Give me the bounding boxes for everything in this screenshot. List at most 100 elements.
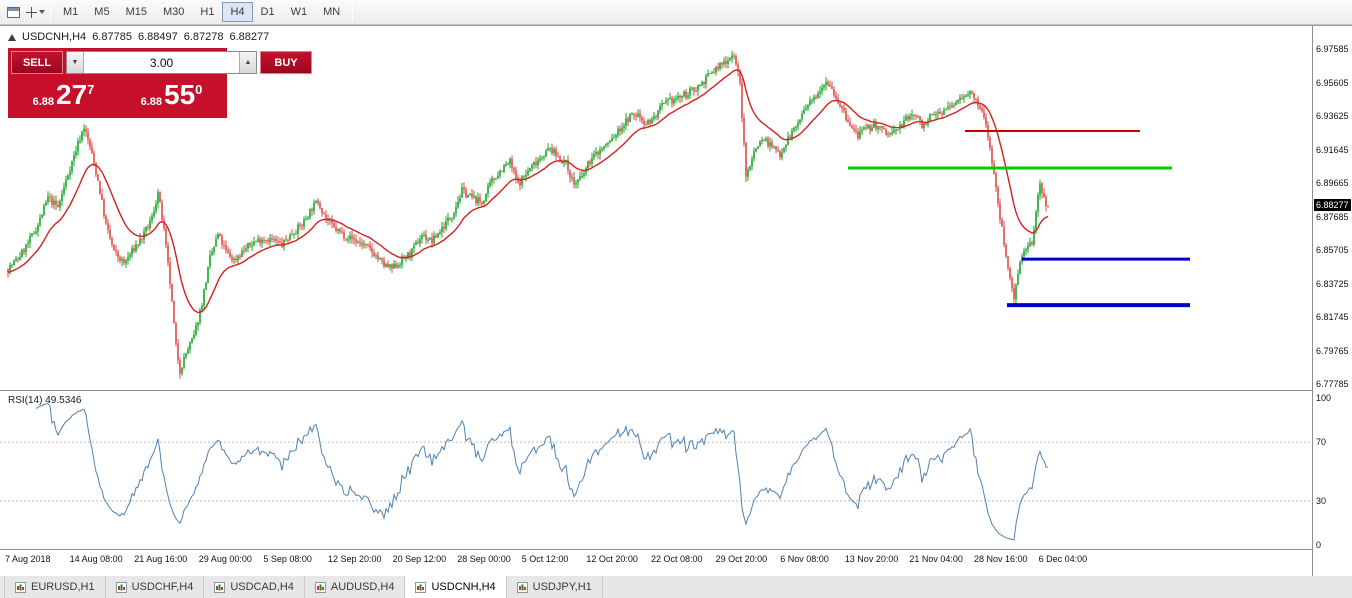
time-axis-label: 5 Oct 12:00	[521, 554, 569, 564]
chart-tab-icon	[115, 581, 127, 593]
toolbar-separator	[50, 3, 51, 21]
buy-price-big: 55	[164, 79, 196, 110]
timeframe-button-M15[interactable]: M15	[118, 2, 155, 22]
timeframe-button-H4[interactable]: H4	[222, 2, 253, 22]
time-axis-label: 13 Nov 20:00	[844, 554, 899, 564]
chart-tab-label: EURUSD,H1	[31, 581, 95, 593]
chart-tab-label: USDCNH,H4	[431, 581, 496, 593]
chart-tab-bar: EURUSD,H1 USDCHF,H4 USDCAD,H4 AUDUSD,H4 USDC…	[0, 575, 1352, 598]
time-axis-label: 6 Dec 04:00	[1038, 554, 1088, 564]
chart-tab-icon	[15, 581, 26, 593]
ohlc-close-value: 6.88277	[229, 31, 270, 43]
price-axis-label: 6.95605	[1316, 77, 1349, 88]
chart-ohlc-header: USDCNH,H4 6.87785 6.88497 6.87278 6.8827…	[8, 31, 269, 43]
timeframe-group: M1 M5 M15 M30 H1 H4 D1 W1 MN	[55, 2, 348, 22]
time-axis-label: 28 Nov 16:00	[974, 554, 1028, 564]
chart-tab-EURUSD-H1[interactable]: EURUSD,H1	[4, 576, 106, 598]
buy-price-sup: 0	[195, 82, 203, 97]
time-axis-label: 14 Aug 08:00	[69, 554, 123, 564]
chart-tab-label: USDCAD,H4	[230, 581, 294, 593]
price-chart-canvas[interactable]	[0, 26, 1312, 390]
time-axis-label: 5 Sep 08:00	[263, 554, 312, 564]
timeframe-button-H1[interactable]: H1	[192, 2, 222, 22]
rsi-canvas[interactable]	[0, 391, 1312, 549]
sell-price-big: 27	[56, 79, 88, 110]
sell-price-small: 6.88	[32, 96, 55, 108]
timeframe-button-MN[interactable]: MN	[315, 2, 348, 22]
price-axis-label: 6.85705	[1316, 245, 1349, 255]
toolbar: M1 M5 M15 M30 H1 H4 D1 W1 MN	[0, 0, 1352, 25]
chart-window: USDCNH,H4 6.87785 6.88497 6.87278 6.8827…	[0, 25, 1352, 576]
ma-line	[7, 69, 1049, 314]
chart-tab-USDCAD-H4[interactable]: USDCAD,H4	[204, 576, 305, 598]
current-price-badge: 6.88277	[1314, 199, 1351, 212]
chart-tab-USDCNH-H4[interactable]: USDCNH,H4	[405, 576, 507, 598]
sell-price-display[interactable]: 6.88 27 7	[11, 77, 116, 115]
ohlc-high-value: 6.88497	[137, 31, 178, 43]
time-axis-label: 12 Oct 20:00	[586, 554, 638, 564]
ohlc-open-value: 6.87785	[92, 31, 132, 43]
time-axis[interactable]: 7 Aug 2018 14 Aug 08:00 21 Aug 16:00 29 Aug…	[0, 550, 1312, 576]
chart-tab-AUDUSD-H4[interactable]: AUDUSD,H4	[305, 576, 406, 598]
rsi-pane[interactable]: RSI(14) 49.5346	[0, 391, 1352, 550]
crosshair-tool-button[interactable]	[24, 2, 46, 23]
price-axis-label: 6.81745	[1316, 312, 1349, 322]
price-axis-label: 6.89665	[1316, 178, 1349, 188]
time-axis-label: 22 Oct 08:00	[651, 554, 703, 564]
rsi-axis-label: 70	[1316, 437, 1327, 448]
volume-decrease-button[interactable]: ▼	[67, 52, 84, 73]
rsi-axis-label: 100	[1316, 393, 1332, 403]
buy-button[interactable]: BUY	[260, 51, 312, 74]
time-axis-label: 29 Oct 20:00	[715, 554, 768, 564]
ohlc-low-value: 6.87278	[183, 31, 224, 43]
timeframe-button-M30[interactable]: M30	[155, 2, 192, 22]
price-axis-label: 6.87685	[1316, 211, 1349, 222]
price-axis[interactable]: 6.97585 6.95605 6.93625 6.91645 6.89665 6.876…	[1312, 26, 1352, 576]
time-axis-label: 6 Nov 08:00	[780, 554, 829, 564]
chart-tab-label: USDCHF,H4	[131, 581, 194, 593]
timeframe-button-D1[interactable]: D1	[253, 2, 283, 22]
candles-layer[interactable]	[7, 50, 1049, 379]
price-axis-label: 6.79765	[1316, 345, 1349, 356]
window-icon	[6, 6, 20, 18]
time-axis-label: 7 Aug 2018	[5, 554, 51, 564]
chart-symbol-label: USDCNH,H4	[22, 31, 87, 43]
buy-price-display[interactable]: 6.88 55 0	[119, 77, 224, 115]
sell-button[interactable]: SELL	[11, 51, 63, 74]
price-axis-label: 6.93625	[1316, 111, 1349, 121]
time-axis-label: 28 Sep 00:00	[457, 554, 511, 564]
chart-tab-label: AUDUSD,H4	[330, 581, 395, 593]
price-axis-label: 6.83725	[1316, 278, 1349, 289]
price-axis-label: 6.91645	[1316, 144, 1349, 155]
rsi-axis-label: 30	[1316, 495, 1327, 506]
chart-tab-icon	[415, 581, 427, 593]
price-axis-label: 6.77785	[1316, 379, 1349, 389]
volume-increase-button[interactable]: ▲	[239, 52, 256, 73]
rsi-axis-label: 0	[1316, 540, 1322, 550]
chart-tab-USDJPY-H1[interactable]: USDJPY,H1	[507, 576, 603, 598]
chart-tab-icon	[516, 581, 528, 593]
chart-tab-USDCHF-H4[interactable]: USDCHF,H4	[106, 576, 205, 598]
rsi-line	[35, 402, 1049, 541]
one-click-trading-panel: SELL ▼ ▲ BUY 6.88 27 7 6.88	[8, 48, 312, 118]
one-click-panel-toggle[interactable]	[8, 33, 16, 41]
price-axis-label: 6.97585	[1316, 44, 1349, 54]
chart-tab-label: USDJPY,H1	[532, 581, 592, 593]
sell-price-sup: 7	[87, 82, 95, 97]
timeframe-button-M1[interactable]: M1	[55, 2, 86, 22]
toolbar-separator	[352, 3, 354, 21]
time-axis-label: 12 Sep 20:00	[328, 554, 382, 564]
main-price-pane[interactable]: USDCNH,H4 6.87785 6.88497 6.87278 6.8827…	[0, 26, 1352, 391]
volume-input[interactable]	[84, 52, 239, 73]
chevron-down-icon	[38, 10, 45, 14]
time-axis-label: 29 Aug 00:00	[198, 554, 252, 564]
time-axis-label: 21 Nov 04:00	[909, 554, 963, 564]
chart-window-icon[interactable]	[2, 2, 24, 23]
timeframe-button-W1[interactable]: W1	[283, 2, 316, 22]
crosshair-icon	[25, 6, 37, 18]
time-axis-label: 20 Sep 12:00	[392, 554, 447, 564]
timeframe-button-M5[interactable]: M5	[86, 2, 117, 22]
buy-price-small: 6.88	[140, 96, 163, 108]
chart-tab-icon	[314, 581, 326, 593]
